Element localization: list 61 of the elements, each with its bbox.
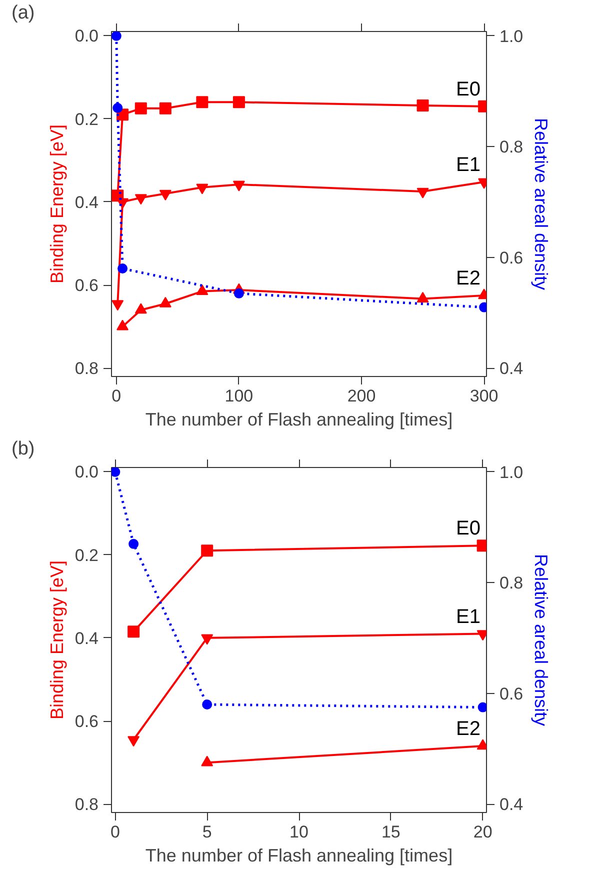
y2-tick-label: 1.0 — [500, 462, 524, 482]
series-label: E2 — [456, 267, 481, 290]
x-tick-label: 0 — [110, 822, 120, 842]
y-tick-label: 0.2 — [74, 546, 99, 565]
point — [159, 296, 172, 308]
x-tick-label: 200 — [347, 386, 376, 406]
y-tick-label: 0.0 — [74, 26, 99, 46]
y-tick-label: 0.0 — [74, 462, 99, 482]
point — [202, 700, 212, 710]
series-label: E1 — [456, 154, 481, 176]
x-tick-label: 10 — [290, 822, 308, 842]
point — [416, 292, 429, 302]
point — [234, 288, 244, 298]
point — [478, 702, 486, 712]
x-axis-title: The number of Flash annealing [times] — [145, 846, 453, 866]
y2-tick-label: 0.6 — [500, 248, 524, 268]
y-axis-title: Binding Energy [eV] — [46, 560, 67, 720]
series-label: E1 — [456, 606, 481, 628]
y2-axis-title: Relative areal density — [531, 118, 552, 290]
point — [134, 303, 147, 314]
point — [196, 96, 208, 108]
x-tick-label: 300 — [470, 386, 498, 406]
y2-tick-label: 0.8 — [500, 574, 524, 593]
point — [128, 626, 140, 638]
y-axis-title: Binding Energy [eV] — [46, 124, 67, 284]
chart-title: (a) — [12, 2, 35, 24]
y2-tick-label: 0.4 — [500, 795, 524, 814]
y-tick-label: 0.8 — [74, 795, 99, 814]
x-axis-title: The number of Flash annealing [times] — [145, 410, 453, 430]
y2-axis-title: Relative areal density — [531, 554, 552, 726]
point — [128, 538, 139, 549]
y-tick-label: 0.4 — [74, 192, 99, 212]
point — [134, 102, 147, 114]
point — [116, 320, 129, 330]
point — [416, 99, 429, 112]
y2-tick-label: 0.4 — [500, 359, 524, 378]
x-tick-label: 20 — [473, 822, 492, 842]
x-tick-label: 5 — [202, 822, 212, 842]
y-tick-label: 0.6 — [74, 276, 99, 296]
point — [112, 32, 122, 41]
point — [232, 96, 245, 108]
point — [112, 468, 120, 477]
point — [112, 102, 123, 113]
point — [159, 102, 172, 114]
series-label: E2 — [456, 718, 481, 740]
x-tick-label: 0 — [112, 386, 122, 406]
y-tick-label: 0.4 — [74, 628, 99, 648]
y2-tick-label: 1.0 — [500, 26, 524, 46]
y2-tick-label: 0.8 — [500, 138, 524, 157]
x-tick-label: 100 — [224, 386, 254, 406]
series-label: E0 — [456, 78, 481, 100]
point — [118, 264, 128, 274]
y-tick-label: 0.8 — [74, 359, 99, 378]
chart-title: (b) — [12, 438, 35, 460]
point — [201, 544, 214, 557]
y-tick-label: 0.6 — [74, 712, 99, 732]
y-tick-label: 0.2 — [74, 110, 99, 129]
x-tick-label: 15 — [381, 822, 400, 842]
point — [196, 284, 208, 295]
series-label: E0 — [456, 518, 481, 540]
y2-tick-label: 0.6 — [500, 684, 524, 704]
